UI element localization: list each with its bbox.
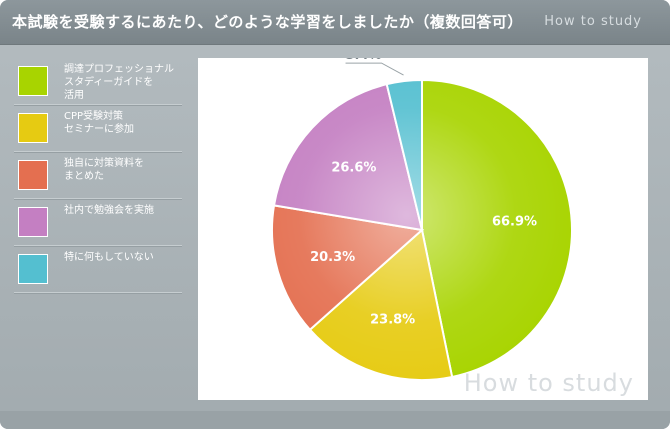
slice-leader-line (345, 62, 404, 76)
legend-item: 独自に対策資料を まとめた (14, 152, 182, 199)
chart-watermark: How to study (463, 369, 634, 397)
legend: 調達プロフェッショナル スタディーガイドを 活用 CPP受験対策 セミナーに参加独… (14, 58, 182, 293)
legend-item: 調達プロフェッショナル スタディーガイドを 活用 (14, 58, 182, 105)
pie-chart: 66.9% 23.8% 20.3% 26.6% 5.4% (271, 58, 573, 381)
slice-label: 23.8% (370, 312, 415, 327)
legend-label: CPP受験対策 セミナーに参加 (64, 111, 134, 135)
legend-item: 特に何もしていない (14, 246, 182, 293)
legend-label: 社内で勉強会を実施 (64, 205, 154, 216)
bottom-band (0, 411, 670, 429)
legend-item: 社内で勉強会を実施 (14, 199, 182, 246)
slice-label: 66.9% (492, 215, 537, 230)
legend-swatch (18, 66, 48, 96)
legend-swatch (18, 254, 48, 284)
legend-label: 独自に対策資料を まとめた (64, 158, 144, 182)
title-bar: 本試験を受験するにあたり、どのような学習をしましたか（複数回答可） How to… (0, 0, 670, 45)
slice-label: 5.4% (346, 58, 382, 63)
legend-label: 特に何もしていない (64, 252, 154, 263)
legend-item: CPP受験対策 セミナーに参加 (14, 105, 182, 152)
chart-panel: 66.9% 23.8% 20.3% 26.6% 5.4% How to study (198, 58, 648, 400)
page-title: 本試験を受験するにあたり、どのような学習をしましたか（複数回答可） (12, 13, 523, 31)
title-brand: How to study (544, 14, 642, 29)
slice-label: 26.6% (331, 161, 376, 176)
legend-swatch (18, 160, 48, 190)
slice-label: 20.3% (310, 250, 355, 265)
legend-swatch (18, 113, 48, 143)
legend-label: 調達プロフェッショナル スタディーガイドを 活用 (64, 64, 174, 101)
legend-swatch (18, 207, 48, 237)
